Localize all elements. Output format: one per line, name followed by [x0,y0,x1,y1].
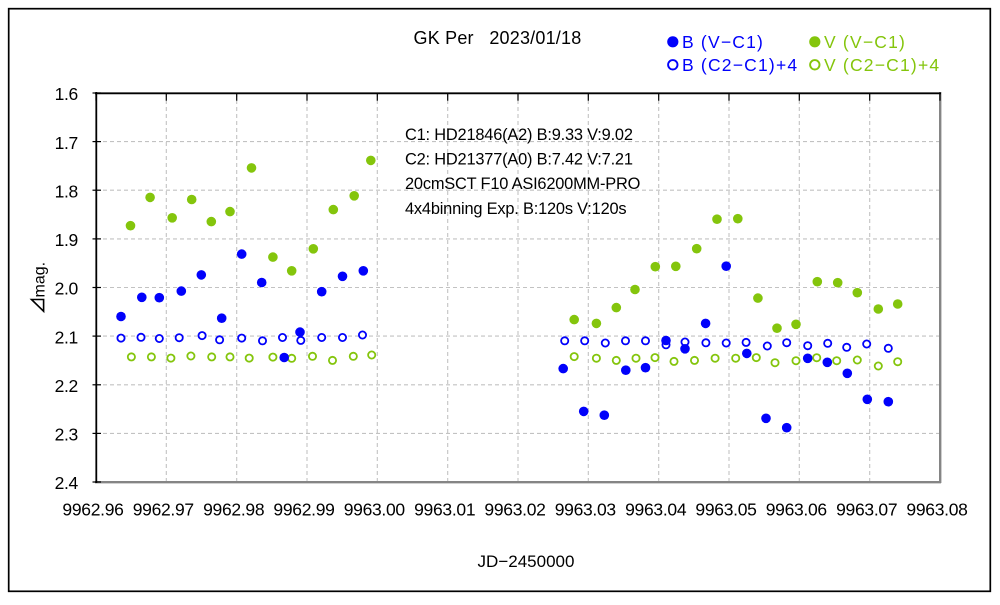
svg-text:2.3: 2.3 [55,425,78,445]
svg-text:1.6: 1.6 [55,84,78,104]
svg-text:C1: HD21846(A2) B:9.33 V:9.02: C1: HD21846(A2) B:9.33 V:9.02 [405,126,633,144]
svg-text:9963.08: 9963.08 [906,500,967,520]
svg-text:9962.96: 9962.96 [62,500,123,520]
svg-text:2.2: 2.2 [55,376,78,396]
svg-text:B (C2−C1)+4: B (C2−C1)+4 [682,55,798,75]
svg-text:2.1: 2.1 [55,327,78,347]
svg-text:9963.01: 9963.01 [414,500,475,520]
svg-text:GK Per 2023/01/18: GK Per 2023/01/18 [414,28,582,48]
svg-text:JD−2450000: JD−2450000 [478,552,575,571]
svg-text:1.7: 1.7 [55,133,78,153]
svg-text:9962.97: 9962.97 [133,500,194,520]
svg-text:9962.98: 9962.98 [203,500,264,520]
svg-text:9963.03: 9963.03 [555,500,616,520]
svg-text:C2: HD21377(A0) B:7.42 V:7.21: C2: HD21377(A0) B:7.42 V:7.21 [405,151,633,169]
svg-text:9963.05: 9963.05 [695,500,756,520]
svg-text:2.0: 2.0 [55,279,79,299]
svg-text:1.8: 1.8 [55,181,78,201]
svg-text:2.4: 2.4 [55,473,79,493]
svg-text:9963.00: 9963.00 [344,500,406,520]
svg-text:4x4binning Exp. B:120s V:120s: 4x4binning Exp. B:120s V:120s [405,200,626,218]
svg-text:mag.: mag. [32,262,49,298]
svg-text:V (C2−C1)+4: V (C2−C1)+4 [824,55,940,75]
svg-text:9963.04: 9963.04 [625,500,687,520]
svg-text:1.9: 1.9 [55,230,78,250]
svg-text:9963.06: 9963.06 [766,500,827,520]
svg-text:B (V−C1): B (V−C1) [682,32,764,52]
svg-text:9963.07: 9963.07 [836,500,897,520]
svg-text:V (V−C1): V (V−C1) [824,32,906,52]
svg-text:9962.99: 9962.99 [273,500,334,520]
svg-text:9963.02: 9963.02 [484,500,545,520]
svg-text:20cmSCT F10 ASI6200MM-PRO: 20cmSCT F10 ASI6200MM-PRO [405,175,640,193]
